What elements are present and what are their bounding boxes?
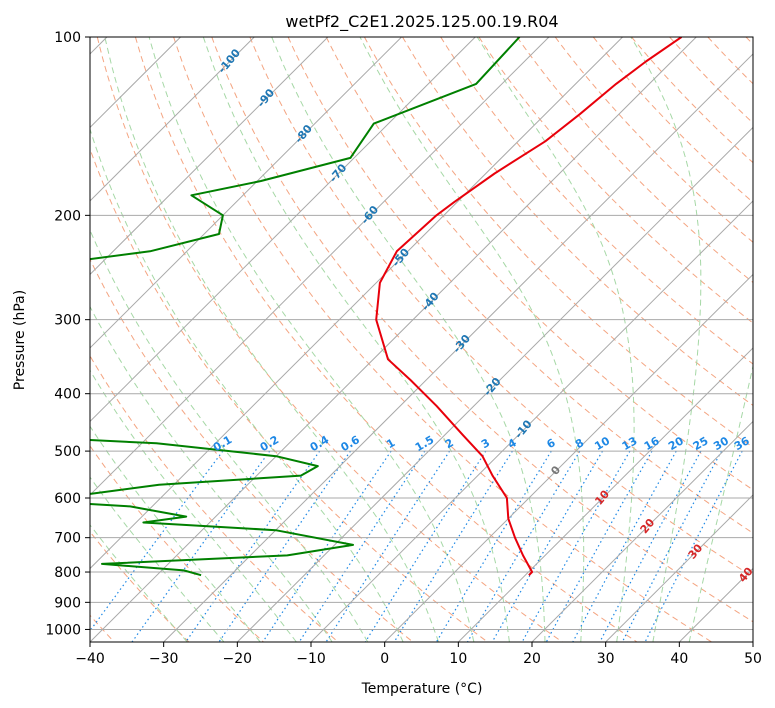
moist-adiabat — [90, 369, 297, 642]
grid-lines — [90, 37, 753, 642]
isotherm — [605, 494, 753, 642]
x-tick-label: 10 — [449, 651, 467, 667]
isotherm — [90, 37, 623, 570]
isotherm — [90, 37, 402, 349]
moist-adiabat — [476, 37, 635, 642]
mixing-ratio-line — [599, 450, 702, 642]
y-tick-label: 300 — [54, 313, 81, 329]
isotherm — [457, 347, 753, 642]
mixing-ratio-line — [572, 450, 677, 642]
moist-adiabat — [90, 228, 369, 642]
moist-adiabat — [90, 476, 225, 642]
mixing-ratio-line — [364, 450, 487, 642]
y-tick-label: 700 — [54, 531, 81, 547]
y-tick-label: 200 — [54, 208, 81, 224]
y-tick-label: 500 — [54, 444, 81, 460]
y-axis: 100 200 300 400 500 600 700 800 900 1000 — [45, 30, 90, 638]
dewpoint-profile — [90, 37, 521, 577]
moist-adiabat — [104, 37, 439, 642]
mixing-ratio-line — [90, 450, 224, 632]
chart-title: wetPf2_C2E1.2025.125.00.19.R04 — [285, 12, 558, 32]
y-tick-label: 600 — [54, 491, 81, 507]
profiles — [90, 37, 683, 577]
x-tick-label: 50 — [744, 651, 762, 667]
dry-adiabat — [363, 37, 753, 448]
dry-adiabat — [287, 37, 753, 534]
dry-adiabat — [173, 37, 712, 642]
y-tick-label: 800 — [54, 565, 81, 581]
y-axis-label: Pressure (hPa) — [12, 290, 28, 390]
x-tick-label: −40 — [75, 651, 105, 667]
plot-frame — [89, 36, 754, 643]
y-tick-label: 400 — [54, 387, 81, 403]
mixing-ratio-line — [521, 450, 631, 642]
isotherm — [384, 273, 753, 642]
dry-adiabat — [90, 445, 264, 642]
moist-adiabat — [90, 524, 188, 642]
dry-adiabat — [554, 37, 753, 243]
dry-adiabat — [592, 37, 753, 203]
dry-adiabat — [134, 37, 638, 642]
dry-adiabat — [90, 258, 414, 642]
moist-adiabat — [630, 37, 702, 642]
mixing-ratio-line — [435, 450, 552, 642]
moist-adiabat — [688, 363, 753, 642]
isotherm — [531, 420, 753, 642]
moist-adiabat — [148, 37, 475, 642]
mixing-ratio-line — [298, 450, 426, 642]
moist-adiabat — [359, 37, 585, 642]
temperature-profile — [375, 37, 683, 576]
mixing-ratio-line — [466, 450, 581, 642]
dry-adiabat — [211, 37, 753, 623]
x-tick-label: −10 — [296, 651, 326, 667]
x-axis: −40 −30 −20 −10 0 10 20 30 40 50 — [75, 642, 762, 667]
mixing-ratio-line — [218, 450, 351, 642]
moist-adiabat — [90, 127, 404, 642]
x-tick-label: −20 — [223, 651, 253, 667]
dry-adiabat — [90, 354, 339, 642]
isotherm — [90, 37, 329, 276]
y-tick-label: 1000 — [45, 622, 81, 638]
mixing-ratio-line — [545, 450, 653, 642]
y-tick-label: 100 — [54, 30, 81, 46]
background-lines — [90, 37, 753, 642]
moist-adiabat — [271, 37, 546, 642]
dry-adiabat — [249, 37, 753, 578]
x-tick-label: 30 — [597, 651, 615, 667]
isotherm — [90, 37, 697, 642]
dry-adiabat — [402, 37, 753, 407]
x-tick-label: 0 — [380, 651, 389, 667]
dry-adiabat — [325, 37, 753, 491]
y-tick-label: 900 — [54, 595, 81, 611]
isotherm — [90, 37, 255, 202]
dry-adiabat — [96, 37, 563, 642]
moist-adiabat — [202, 37, 510, 642]
isotherm — [163, 53, 753, 642]
x-tick-label: 20 — [523, 651, 541, 667]
x-tick-label: −30 — [149, 651, 179, 667]
dry-adiabat — [440, 37, 753, 365]
isotherm — [90, 37, 476, 423]
isotherm — [90, 37, 550, 496]
x-tick-label: 40 — [670, 651, 688, 667]
mixing-ratio-line — [262, 450, 392, 642]
x-axis-label: Temperature (°C) — [361, 681, 483, 697]
isotherm — [310, 200, 753, 642]
